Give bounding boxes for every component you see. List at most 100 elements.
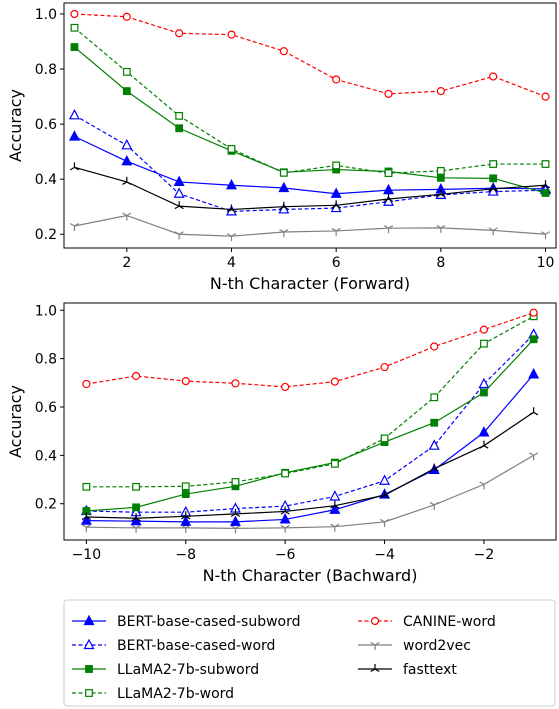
data-point-llama2-7b-subword: [480, 388, 488, 397]
data-point-llama2-7b-subword: [489, 174, 498, 183]
series-line-bert-base-cased-word: [86, 334, 535, 513]
y-tick-label: 0.8: [35, 352, 57, 368]
data-point-bert-base-cased-subword: [383, 183, 395, 195]
data-point-llama2-7b-word: [380, 434, 389, 443]
data-point-bert-base-cased-subword: [225, 178, 237, 190]
data-point-fasttext: [479, 440, 489, 449]
series-line-fasttext: [74, 166, 546, 211]
data-point-canine-word: [330, 377, 339, 386]
data-point-word2vec: [69, 222, 80, 231]
plot-frame: [63, 302, 557, 541]
data-point-bert-base-cased-word: [383, 195, 395, 206]
data-point-bert-base-cased-subword: [528, 368, 540, 379]
data-point-fasttext: [69, 162, 80, 171]
data-point-word2vec: [488, 227, 498, 236]
data-point-llama2-7b-word: [227, 144, 236, 153]
legend-label-word2vec: word2vec: [403, 638, 471, 654]
data-point-bert-base-cased-subword: [130, 514, 142, 526]
y-tick-label: 1.0: [35, 7, 57, 23]
series-line-llama2-7b-word: [74, 27, 546, 174]
data-point-llama2-7b-subword: [436, 173, 445, 182]
data-point-fasttext: [131, 513, 141, 522]
data-point-llama2-7b-word: [541, 160, 550, 168]
data-point-canine-word: [181, 377, 190, 386]
data-point-llama2-7b-subword: [175, 124, 184, 133]
data-point-word2vec: [174, 231, 184, 240]
y-tick-label: 0.2: [35, 227, 57, 243]
data-point-fasttext: [429, 463, 439, 472]
data-point-canine-word: [479, 325, 489, 334]
data-point-bert-base-cased-word: [173, 187, 185, 198]
x-tick-label: 8: [436, 255, 445, 271]
data-point-word2vec: [131, 524, 141, 533]
data-point-llama2-7b-subword: [181, 490, 190, 498]
data-point-word2vec: [279, 229, 289, 238]
data-point-canine-word: [231, 379, 240, 388]
data-point-canine-word: [380, 362, 389, 372]
data-point-llama2-7b-word: [82, 482, 91, 491]
data-point-word2vec: [529, 452, 539, 461]
data-point-llama2-7b-subword: [430, 418, 439, 427]
series-line-bert-base-cased-word: [74, 114, 546, 212]
data-point-canine-word: [122, 12, 131, 21]
data-point-llama2-7b-word: [181, 482, 190, 491]
x-tick-label: 2: [122, 255, 131, 271]
series-line-fasttext: [86, 411, 534, 519]
data-point-canine-word: [82, 379, 91, 389]
data-point-llama2-7b-subword: [132, 503, 140, 512]
legend-label-fasttext: fasttext: [403, 662, 457, 678]
data-point-llama2-7b-word: [279, 168, 288, 177]
data-point-bert-base-cased-subword: [279, 513, 291, 524]
data-point-word2vec: [122, 212, 132, 221]
data-point-bert-base-cased-word: [68, 109, 80, 120]
x-tick-label: 6: [332, 255, 341, 271]
data-point-fasttext: [174, 201, 184, 210]
legend-label-bert-base-cased-subword: BERT-base-cased-subword: [117, 614, 301, 630]
series-group: [80, 308, 540, 534]
data-point-word2vec: [379, 518, 390, 527]
data-point-llama2-7b-word: [489, 160, 498, 168]
legend: BERT-base-cased-subword BERT-base-cased-w…: [63, 599, 556, 707]
series-line-canine-word: [86, 312, 534, 388]
data-point-canine-word: [436, 86, 445, 96]
series-line-word2vec: [86, 454, 534, 529]
y-tick-label: 0.6: [35, 400, 57, 416]
data-point-llama2-7b-word: [480, 339, 488, 348]
series-line-llama2-7b-word: [86, 315, 534, 488]
data-point-canine-word: [541, 92, 550, 101]
data-point-llama2-7b-subword: [541, 189, 550, 197]
data-point-word2vec: [330, 523, 340, 532]
y-tick-label: 0.8: [35, 62, 57, 78]
data-point-fasttext: [279, 201, 289, 210]
data-point-llama2-7b-subword: [70, 43, 79, 51]
series-line-llama2-7b-subword: [86, 338, 535, 512]
data-point-bert-base-cased-word: [428, 439, 440, 450]
data-point-canine-word: [131, 371, 141, 381]
data-point-llama2-7b-word: [430, 393, 439, 402]
data-point-bert-base-cased-subword: [180, 515, 192, 526]
legend-label-llama2-7b-subword: LLaMA2-7b-subword: [117, 662, 259, 678]
data-point-fasttext: [488, 183, 498, 192]
data-point-canine-word: [430, 342, 439, 351]
data-point-bert-base-cased-word: [487, 185, 499, 196]
data-point-word2vec: [429, 501, 439, 510]
data-point-canine-word: [281, 382, 290, 392]
y-tick-label: 0.2: [35, 497, 57, 513]
x-axis-label: N-th Character (Bachward): [203, 566, 418, 585]
data-point-word2vec: [479, 481, 489, 490]
data-point-fasttext: [436, 189, 446, 198]
legend-marker-canine-word: [370, 616, 380, 626]
data-point-canine-word: [70, 9, 79, 19]
data-point-llama2-7b-word: [281, 469, 290, 478]
y-tick-label: 1.0: [35, 303, 57, 319]
data-point-canine-word: [175, 29, 184, 38]
plot-frame: [63, 2, 557, 249]
data-point-bert-base-cased-subword: [80, 514, 92, 525]
data-point-fasttext: [540, 180, 551, 189]
y-axis-label: Accuracy: [6, 385, 25, 458]
data-point-canine-word: [529, 308, 538, 317]
data-point-bert-base-cased-word: [478, 377, 490, 389]
legend-label-llama2-7b-word: LLaMA2-7b-word: [117, 686, 234, 702]
data-point-bert-base-cased-subword: [173, 175, 185, 187]
y-tick-label: 0.6: [35, 117, 57, 133]
